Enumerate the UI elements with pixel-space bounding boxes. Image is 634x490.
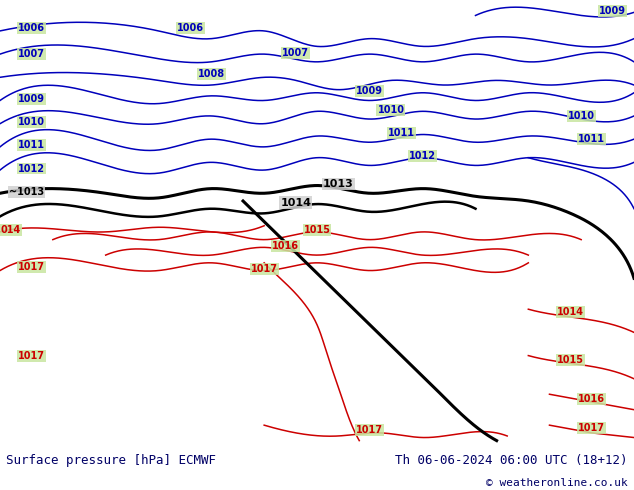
- Text: 1006: 1006: [177, 23, 204, 33]
- Text: 1010: 1010: [18, 117, 45, 127]
- Text: © weatheronline.co.uk: © weatheronline.co.uk: [486, 477, 628, 488]
- Text: 1009: 1009: [599, 6, 626, 16]
- Text: 1016: 1016: [272, 241, 299, 251]
- Text: 1009: 1009: [356, 86, 384, 96]
- Text: 1016: 1016: [578, 394, 605, 404]
- Text: 1015: 1015: [304, 225, 330, 235]
- Text: 1017: 1017: [250, 264, 278, 274]
- Text: 1017: 1017: [18, 350, 45, 361]
- Text: ~1013: ~1013: [9, 187, 44, 196]
- Text: Th 06-06-2024 06:00 UTC (18+12): Th 06-06-2024 06:00 UTC (18+12): [395, 454, 628, 467]
- Text: 1017: 1017: [578, 423, 605, 433]
- Text: 014: 014: [1, 225, 21, 235]
- Text: 1012: 1012: [409, 151, 436, 161]
- Text: Surface pressure [hPa] ECMWF: Surface pressure [hPa] ECMWF: [6, 454, 216, 467]
- Text: 1017: 1017: [356, 425, 384, 435]
- Text: 1006: 1006: [18, 23, 45, 33]
- Text: 1013: 1013: [323, 179, 354, 189]
- Text: 1017: 1017: [18, 263, 45, 272]
- Text: 1014: 1014: [280, 197, 311, 208]
- Text: 1011: 1011: [18, 140, 45, 150]
- Text: 1014: 1014: [557, 307, 584, 318]
- Text: 1009: 1009: [18, 94, 45, 104]
- Text: 1008: 1008: [198, 69, 225, 79]
- Text: 1011: 1011: [578, 134, 605, 144]
- Text: 1015: 1015: [557, 355, 584, 365]
- Text: 1012: 1012: [18, 164, 45, 173]
- Text: 1011: 1011: [388, 128, 415, 138]
- Text: 1010: 1010: [567, 111, 595, 121]
- Text: 1010: 1010: [377, 105, 404, 115]
- Text: 1007: 1007: [282, 48, 309, 57]
- Text: 1007: 1007: [18, 49, 45, 59]
